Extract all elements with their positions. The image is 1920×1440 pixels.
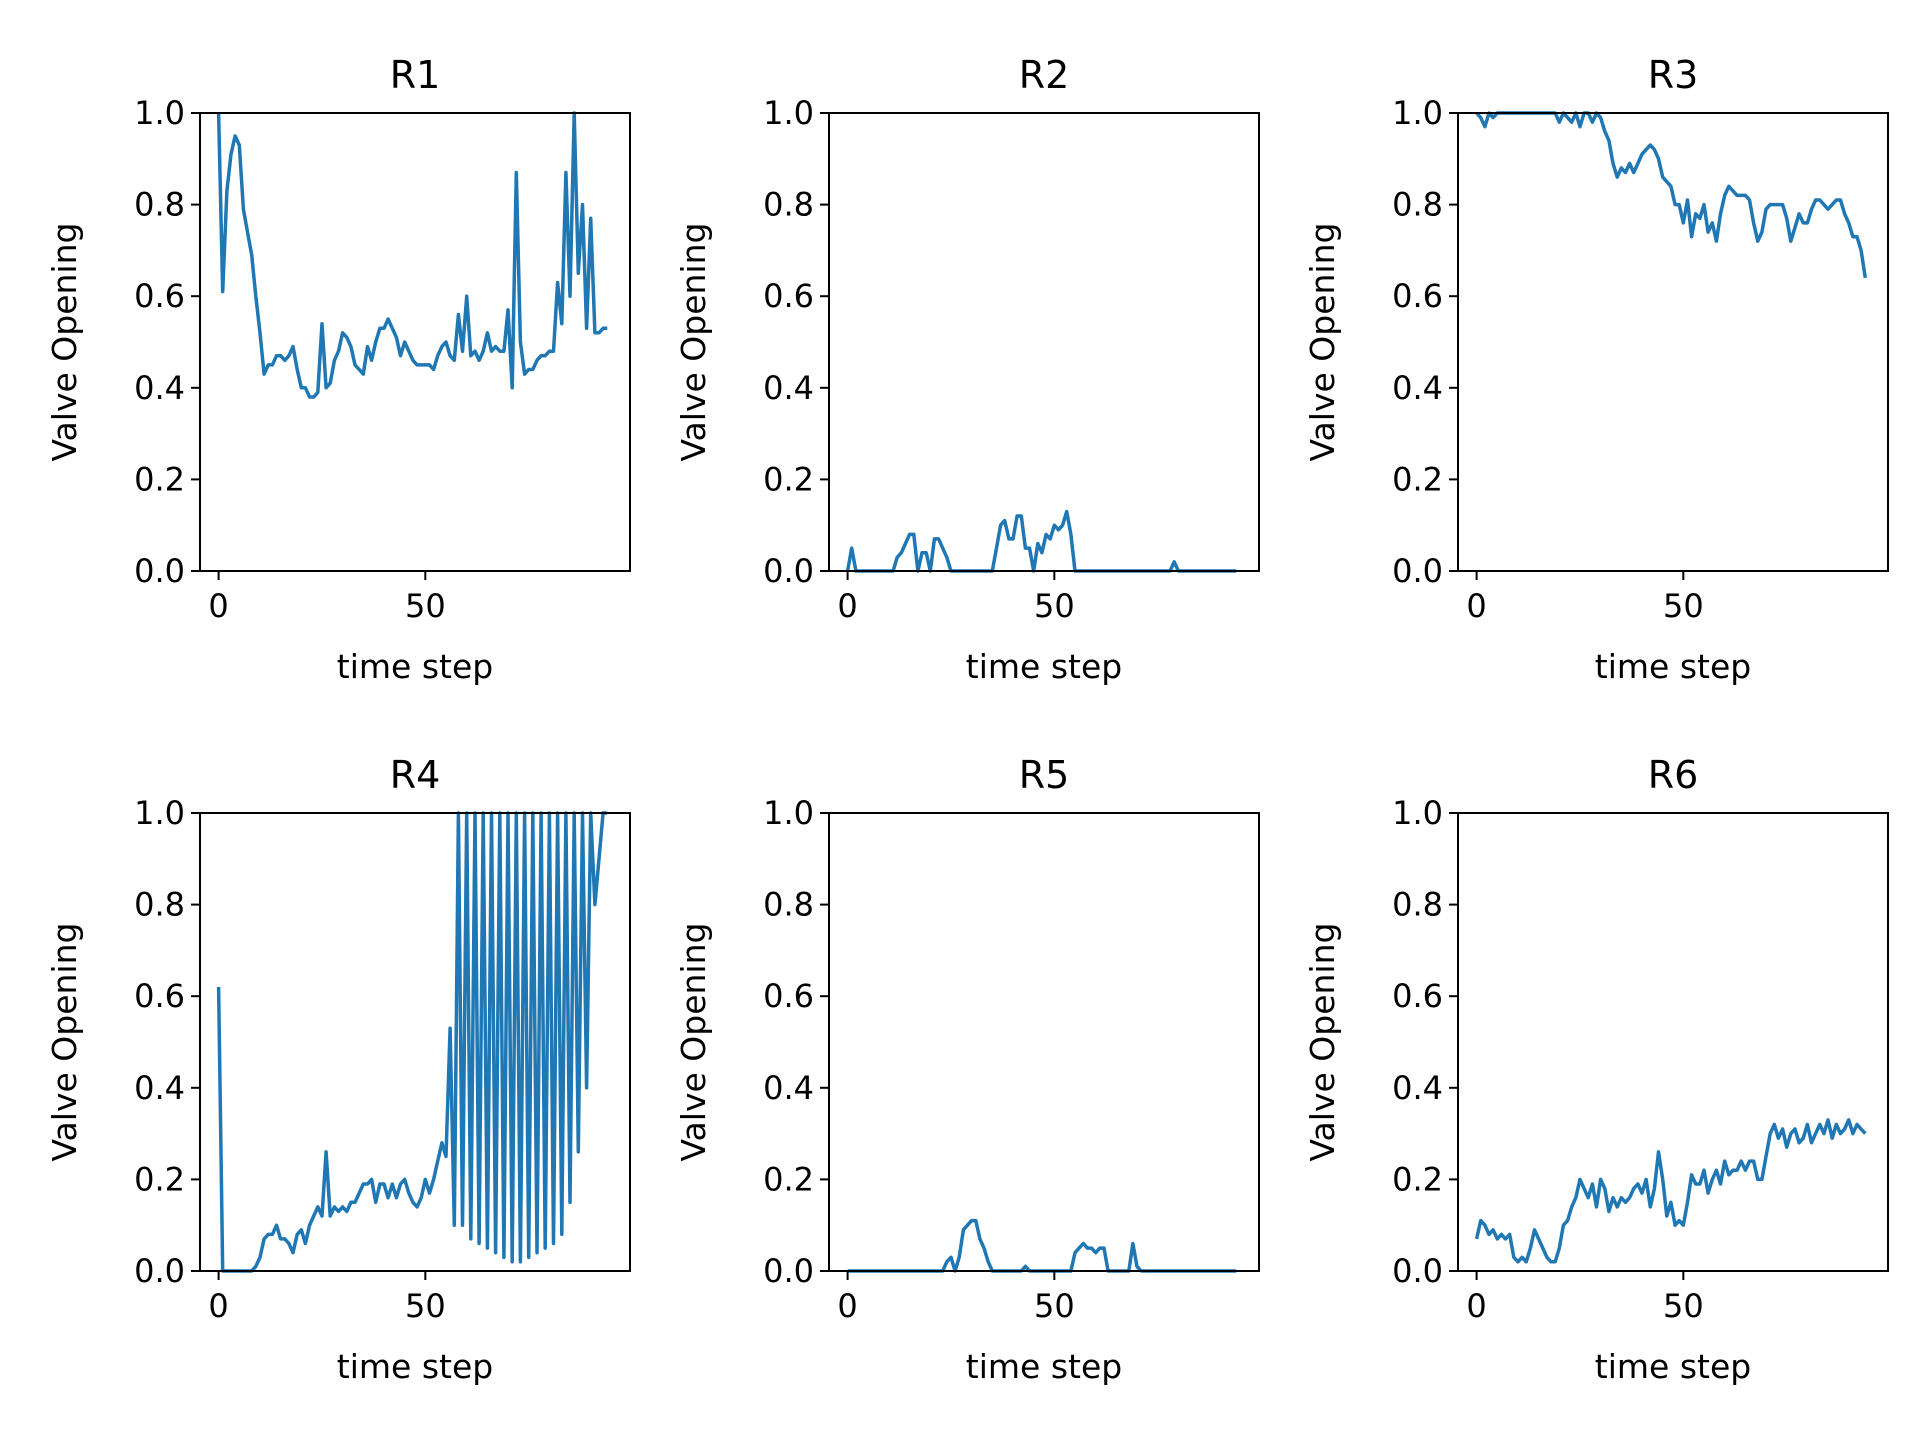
y-tick-label: 0.6 [134,277,185,315]
x-tick-label: 50 [1663,587,1704,625]
y-tick-label: 0.2 [1392,1160,1443,1198]
y-tick-label: 0.2 [134,460,185,498]
axes-frame [199,112,631,572]
y-tick-label: 0.4 [134,1069,185,1107]
y-tick-label: 0.6 [1392,977,1443,1015]
x-axis-label: time step [1595,647,1751,686]
y-tick-label: 0.6 [763,277,814,315]
x-tick-label: 50 [405,1287,446,1325]
y-tick-label: 0.8 [134,886,185,924]
x-tick-label: 50 [1034,587,1075,625]
subplot-title: R1 [390,53,441,97]
y-tick-label: 0.4 [763,1069,814,1107]
subplot-title: R2 [1019,53,1070,97]
x-tick-label: 50 [1034,1287,1075,1325]
y-tick-label: 0.0 [763,1252,814,1290]
y-tick-label: 0.2 [763,1160,814,1198]
y-tick-label: 0.4 [763,369,814,407]
x-axis-label: time step [1595,1347,1751,1386]
y-tick-label: 0.8 [1392,886,1443,924]
x-tick-label: 50 [1663,1287,1704,1325]
y-tick-label: 0.0 [763,552,814,590]
axes-frame [1457,812,1889,1272]
y-tick-label: 0.4 [134,369,185,407]
subplot-r1: 0.0 0.2 0.4 0.6 0.8 1.0 0 50 R1 time step Valve Op… [45,53,631,686]
x-axis-label: time step [966,1347,1122,1386]
y-axis-label: Valve Opening [674,223,713,462]
y-tick-label: 0.4 [1392,1069,1443,1107]
y-axis-label: Valve Opening [1303,223,1342,462]
y-tick-label: 0.0 [134,552,185,590]
series-line-r6-0 [1474,1118,1867,1264]
y-tick-label: 0.2 [134,1160,185,1198]
x-tick-label: 0 [837,1287,857,1325]
subplot-r3: 0.0 0.2 0.4 0.6 0.8 1.0 0 50 R3 time step Valve Op… [1303,53,1889,686]
subplot-title: R5 [1019,753,1070,797]
y-tick-label: 0.2 [1392,460,1443,498]
y-tick-label: 0.6 [763,977,814,1015]
subplot-title: R4 [390,753,441,797]
series-line-r3-0 [1475,111,1868,279]
subplot-r6: 0.0 0.2 0.4 0.6 0.8 1.0 0 50 R6 time step Valve Op… [1303,753,1889,1386]
axes-frame [199,812,631,1272]
x-axis-label: time step [966,647,1122,686]
subplot-r5: 0.0 0.2 0.4 0.6 0.8 1.0 0 50 R5 time step Valve Op… [674,753,1260,1386]
y-tick-label: 0.8 [763,186,814,224]
y-tick-label: 0.8 [1392,186,1443,224]
y-axis-label: Valve Opening [1303,923,1342,1162]
x-tick-label: 0 [208,587,228,625]
series-line-r5-0 [847,1218,1237,1273]
subplot-title: R3 [1648,53,1699,97]
y-axis-label: Valve Opening [674,923,713,1162]
axes-frame [1457,112,1889,572]
y-tick-label: 0.0 [1392,1252,1443,1290]
y-tick-label: 0.6 [1392,277,1443,315]
x-axis-label: time step [337,1347,493,1386]
x-tick-label: 0 [208,1287,228,1325]
y-tick-label: 0.8 [134,186,185,224]
x-tick-label: 0 [1466,587,1486,625]
y-tick-label: 0.8 [763,886,814,924]
series-line-r1-0 [216,111,608,399]
y-axis-label: Valve Opening [45,923,84,1162]
x-axis-label: time step [337,647,493,686]
y-tick-label: 1.0 [134,94,185,132]
y-tick-label: 0.6 [134,977,185,1015]
y-tick-label: 0.4 [1392,369,1443,407]
y-tick-label: 1.0 [134,794,185,832]
y-tick-label: 1.0 [763,94,814,132]
axes-frame [828,812,1260,1272]
y-tick-label: 1.0 [1392,794,1443,832]
subplot-title: R6 [1648,753,1699,797]
y-tick-label: 1.0 [763,794,814,832]
series-line-r4-0 [216,811,608,1273]
subplot-r2: 0.0 0.2 0.4 0.6 0.8 1.0 0 50 R2 time step Valve Op… [674,53,1260,686]
y-tick-label: 1.0 [1392,94,1443,132]
x-tick-label: 0 [837,587,857,625]
subplot-r4: 0.0 0.2 0.4 0.6 0.8 1.0 0 50 R4 time step Valve Op… [45,753,631,1386]
y-tick-label: 0.0 [1392,552,1443,590]
y-tick-label: 0.0 [134,1252,185,1290]
series-line-r2-0 [845,509,1237,573]
y-tick-label: 0.2 [763,460,814,498]
y-axis-label: Valve Opening [45,223,84,462]
axes-frame [828,112,1260,572]
x-tick-label: 0 [1466,1287,1486,1325]
x-tick-label: 50 [405,587,446,625]
